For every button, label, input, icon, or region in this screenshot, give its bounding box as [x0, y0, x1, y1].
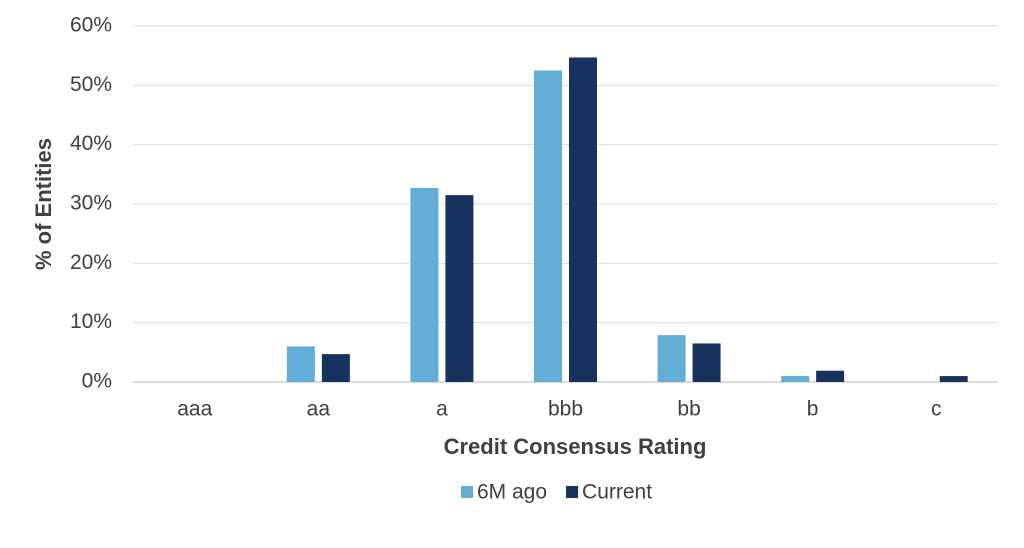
x-tick-label: aaa [177, 398, 212, 421]
y-tick-label: 20% [70, 251, 112, 274]
y-tick-label: 10% [70, 310, 112, 333]
x-tick-label: c [931, 398, 942, 421]
bar [939, 376, 968, 382]
bar [692, 343, 721, 382]
bar [657, 335, 686, 382]
bar [410, 187, 439, 382]
y-tick-label: 0% [82, 370, 112, 393]
y-tick-label: 50% [70, 73, 112, 96]
x-axis-title: Credit Consensus Rating [444, 434, 707, 459]
x-tick-label: bbb [548, 398, 583, 421]
bar [321, 354, 350, 382]
bar [445, 195, 474, 382]
bar [534, 70, 562, 382]
legend-label: 6M ago [477, 481, 547, 504]
x-tick-label: aa [307, 398, 331, 421]
bar [781, 376, 810, 382]
x-tick-label: a [436, 398, 448, 421]
legend-label: Current [582, 481, 652, 504]
x-tick-label: b [807, 398, 819, 421]
bar [816, 370, 845, 382]
legend-swatch [566, 486, 579, 498]
bar [569, 57, 597, 383]
bar [286, 346, 315, 382]
y-tick-label: 30% [70, 192, 112, 215]
legend-swatch [461, 486, 473, 498]
x-tick-label: bb [677, 398, 700, 421]
y-tick-label: 60% [70, 14, 112, 37]
y-axis-title: % of Entities [31, 138, 56, 270]
y-tick-label: 40% [70, 132, 112, 155]
